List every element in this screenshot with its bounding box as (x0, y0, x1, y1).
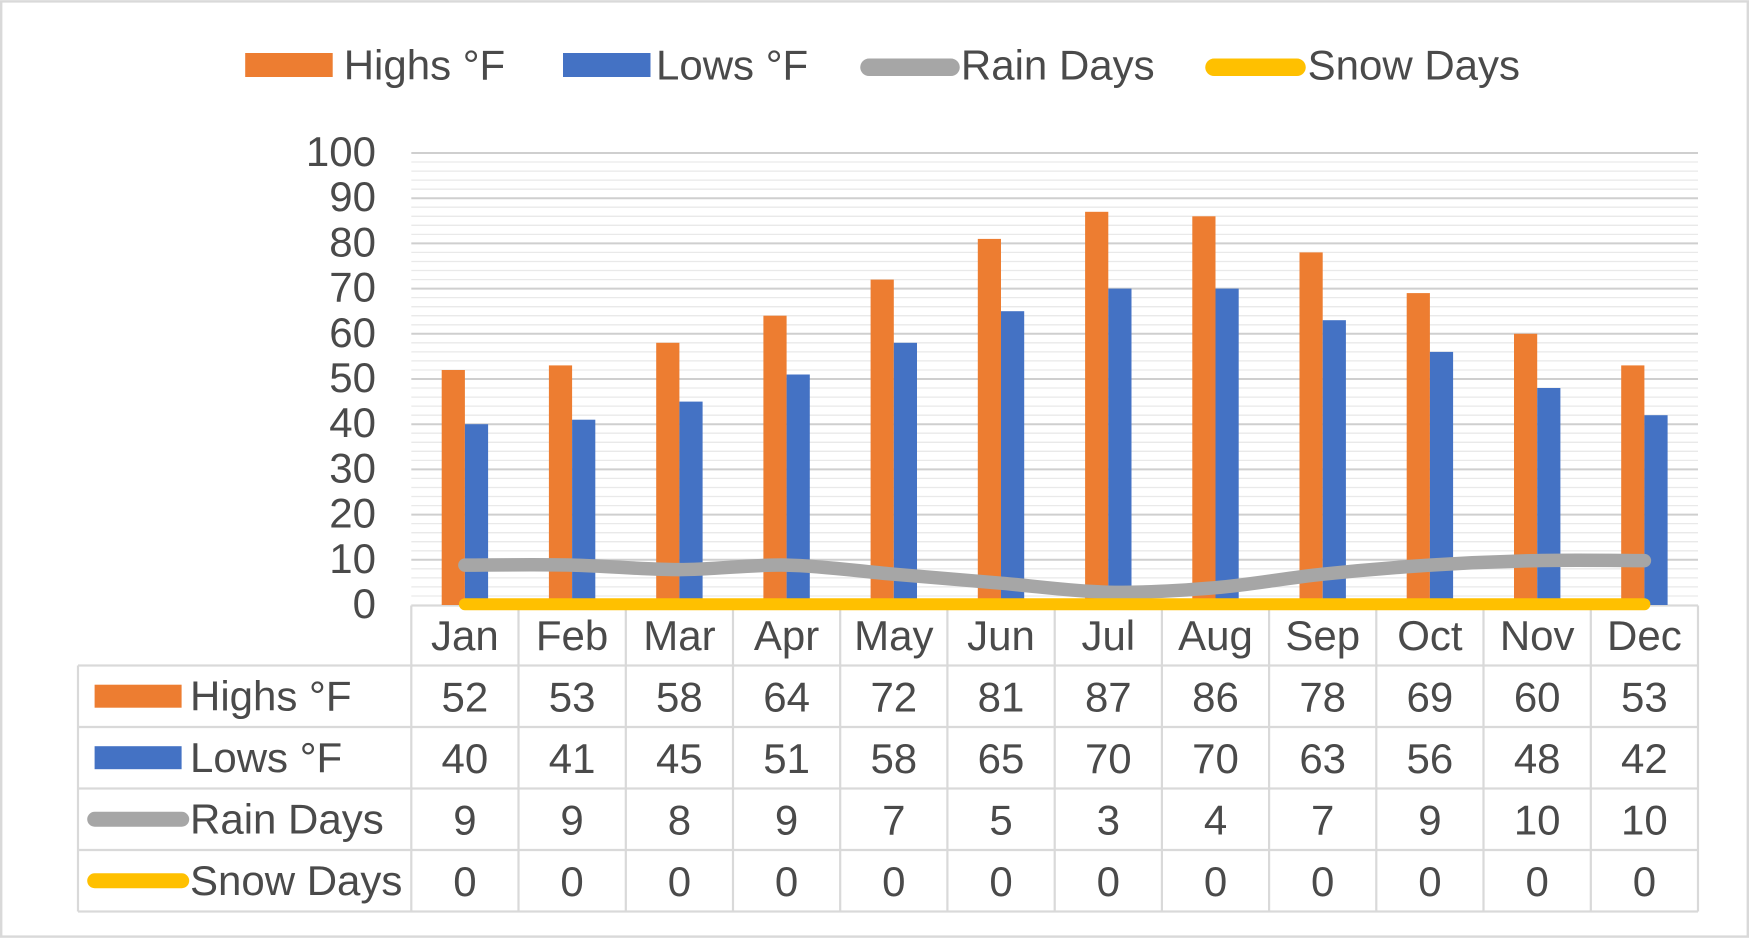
svg-text:30: 30 (329, 444, 376, 491)
svg-text:9: 9 (453, 797, 476, 844)
svg-text:Jun: Jun (967, 612, 1035, 659)
svg-text:60: 60 (329, 309, 376, 356)
svg-text:Apr: Apr (754, 612, 819, 659)
svg-text:0: 0 (1311, 858, 1334, 905)
svg-text:100: 100 (306, 128, 376, 175)
svg-text:Snow Days: Snow Days (190, 857, 402, 904)
svg-text:40: 40 (442, 735, 489, 782)
svg-text:5: 5 (989, 797, 1012, 844)
svg-text:53: 53 (549, 674, 596, 721)
svg-text:10: 10 (1514, 797, 1561, 844)
svg-text:0: 0 (453, 858, 476, 905)
svg-text:86: 86 (1192, 674, 1239, 721)
svg-text:4: 4 (1204, 797, 1227, 844)
svg-text:56: 56 (1407, 735, 1454, 782)
svg-text:42: 42 (1621, 735, 1668, 782)
svg-text:53: 53 (1621, 674, 1668, 721)
svg-text:0: 0 (560, 858, 583, 905)
svg-text:7: 7 (882, 797, 905, 844)
svg-text:Rain Days: Rain Days (961, 42, 1155, 89)
svg-text:9: 9 (560, 797, 583, 844)
svg-text:Highs °F: Highs °F (344, 42, 506, 89)
svg-text:70: 70 (329, 264, 376, 311)
svg-text:41: 41 (549, 735, 596, 782)
svg-text:52: 52 (442, 674, 489, 721)
svg-text:7: 7 (1311, 797, 1334, 844)
svg-text:81: 81 (978, 674, 1025, 721)
svg-text:72: 72 (870, 674, 917, 721)
svg-text:Sep: Sep (1285, 612, 1360, 659)
svg-text:0: 0 (1418, 858, 1441, 905)
svg-text:70: 70 (1192, 735, 1239, 782)
svg-text:58: 58 (656, 674, 703, 721)
svg-text:0: 0 (1097, 858, 1120, 905)
svg-text:20: 20 (329, 490, 376, 537)
svg-text:Snow Days: Snow Days (1308, 42, 1520, 89)
svg-text:Dec: Dec (1607, 612, 1682, 659)
svg-text:0: 0 (882, 858, 905, 905)
svg-text:0: 0 (668, 858, 691, 905)
svg-text:9: 9 (775, 797, 798, 844)
svg-text:Jan: Jan (431, 612, 499, 659)
svg-text:Lows °F: Lows °F (656, 42, 808, 89)
svg-text:50: 50 (329, 354, 376, 401)
svg-text:45: 45 (656, 735, 703, 782)
svg-text:48: 48 (1514, 735, 1561, 782)
svg-text:Lows °F: Lows °F (190, 734, 342, 781)
svg-text:8: 8 (668, 797, 691, 844)
svg-text:3: 3 (1097, 797, 1120, 844)
svg-text:10: 10 (1621, 797, 1668, 844)
svg-text:Oct: Oct (1397, 612, 1463, 659)
svg-text:Aug: Aug (1178, 612, 1253, 659)
svg-text:0: 0 (353, 580, 376, 627)
svg-text:Feb: Feb (536, 612, 608, 659)
svg-text:0: 0 (989, 858, 1012, 905)
svg-text:51: 51 (763, 735, 810, 782)
svg-text:65: 65 (978, 735, 1025, 782)
svg-text:0: 0 (1526, 858, 1549, 905)
svg-text:63: 63 (1299, 735, 1346, 782)
svg-text:60: 60 (1514, 674, 1561, 721)
svg-text:80: 80 (329, 218, 376, 265)
svg-text:0: 0 (775, 858, 798, 905)
svg-text:58: 58 (870, 735, 917, 782)
svg-text:Mar: Mar (643, 612, 715, 659)
svg-text:0: 0 (1633, 858, 1656, 905)
svg-text:87: 87 (1085, 674, 1132, 721)
svg-text:Nov: Nov (1500, 612, 1575, 659)
svg-text:78: 78 (1299, 674, 1346, 721)
svg-text:69: 69 (1407, 674, 1454, 721)
svg-text:Jul: Jul (1081, 612, 1135, 659)
svg-text:40: 40 (329, 399, 376, 446)
svg-text:10: 10 (329, 535, 376, 582)
svg-text:9: 9 (1418, 797, 1441, 844)
svg-text:May: May (854, 612, 933, 659)
svg-text:0: 0 (1204, 858, 1227, 905)
svg-text:Rain Days: Rain Days (190, 796, 384, 843)
svg-text:70: 70 (1085, 735, 1132, 782)
svg-text:Highs °F: Highs °F (190, 673, 352, 720)
svg-text:64: 64 (763, 674, 810, 721)
svg-text:90: 90 (329, 173, 376, 220)
